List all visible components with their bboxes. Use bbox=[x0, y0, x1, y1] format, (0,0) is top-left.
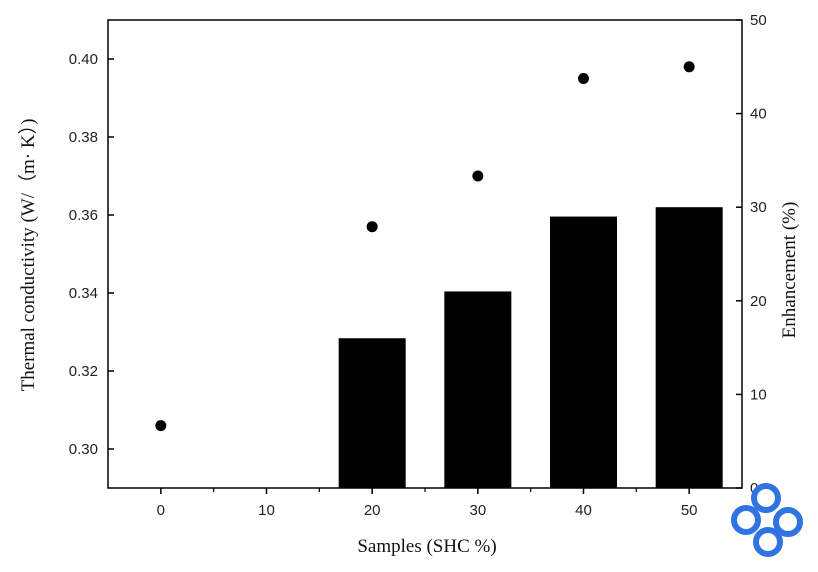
right-tick-label: 40 bbox=[750, 106, 767, 123]
plot-frame bbox=[107, 19, 743, 489]
right-tick-label: 20 bbox=[750, 293, 767, 310]
x-tick-label: 40 bbox=[575, 502, 592, 519]
x-tick-label: 20 bbox=[364, 502, 381, 519]
x-tick-label: 50 bbox=[681, 502, 698, 519]
left-tick-label: 0.36 bbox=[69, 207, 98, 224]
point-20 bbox=[366, 221, 378, 233]
bar-50 bbox=[655, 207, 723, 488]
bar-30 bbox=[444, 291, 512, 488]
x-tick-label: 0 bbox=[157, 502, 165, 519]
bar-40 bbox=[550, 216, 617, 488]
right-tick-label: 10 bbox=[750, 386, 767, 403]
point-group bbox=[155, 61, 695, 432]
left-tick-label: 0.40 bbox=[69, 51, 98, 68]
right-tick-label: 30 bbox=[750, 199, 767, 216]
x-tick-label: 30 bbox=[469, 502, 486, 519]
point-0 bbox=[155, 420, 167, 432]
right-tick-label: 0 bbox=[750, 480, 758, 497]
left-tick-label: 0.30 bbox=[69, 441, 98, 458]
watermark-logo bbox=[731, 483, 803, 557]
x-axis-ticks: 0 10 20 30 40 50 bbox=[157, 488, 698, 519]
right-tick-label: 50 bbox=[750, 12, 767, 29]
point-50 bbox=[683, 61, 695, 73]
left-axis-ticks: 0.30 0.32 0.34 0.36 0.38 0.40 bbox=[69, 51, 114, 458]
y-axis-title: Thermal conductivity (W/（m· K）) bbox=[17, 119, 39, 392]
left-tick-label: 0.32 bbox=[69, 363, 98, 380]
x-axis-title: Samples (SHC %) bbox=[357, 536, 496, 557]
bar-group bbox=[338, 207, 723, 488]
point-30 bbox=[472, 170, 484, 182]
bar-20 bbox=[338, 338, 406, 488]
x-tick-label: 10 bbox=[258, 502, 275, 519]
y2-axis-title: Enhancement (%) bbox=[779, 202, 800, 339]
right-axis-ticks: 0 10 20 30 40 50 bbox=[736, 12, 767, 497]
point-40 bbox=[578, 73, 589, 84]
left-tick-label: 0.34 bbox=[69, 285, 98, 302]
left-tick-label: 0.38 bbox=[69, 129, 98, 146]
